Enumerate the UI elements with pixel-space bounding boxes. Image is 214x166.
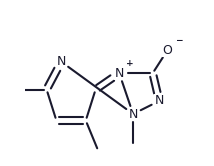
Text: O: O [162,44,172,57]
Text: N: N [114,67,124,80]
Text: −: − [175,36,183,45]
Text: N: N [57,55,66,68]
Text: N: N [155,94,164,107]
Text: N: N [128,108,138,121]
Text: +: + [126,59,134,68]
